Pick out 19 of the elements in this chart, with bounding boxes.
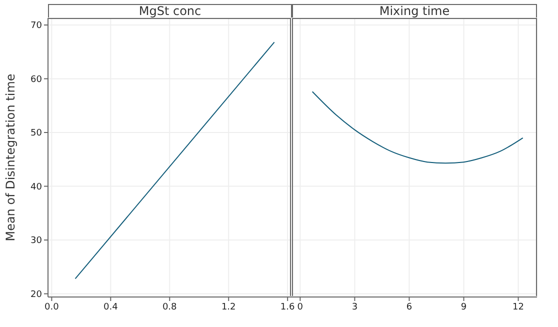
x-tick-label: 12 (512, 302, 524, 312)
y-tick-label: 70 (30, 21, 42, 32)
y-tick-label: 30 (30, 236, 42, 246)
x-tick-label: 6 (406, 302, 412, 312)
x-tick-label: 0.4 (103, 302, 118, 312)
chart-title: Mixing time (292, 4, 537, 18)
chart-title: MgSt conc (48, 4, 292, 18)
x-tick-label: 0.0 (44, 302, 60, 312)
y-tick-label: 60 (30, 74, 42, 85)
x-tick-label: 1.2 (221, 302, 236, 312)
x-tick-label: 3 (352, 302, 358, 312)
x-tick-label: 1.6 (280, 302, 295, 312)
y-tick-label: 20 (30, 290, 42, 300)
y-tick-label: 40 (30, 182, 42, 192)
y-tick-label: 50 (30, 128, 42, 139)
x-tick-label: 0 (297, 302, 304, 312)
x-tick-label: 0.8 (162, 302, 178, 312)
y-axis-title: Mean of Disintegration time (3, 74, 18, 242)
x-tick-label: 9 (460, 302, 467, 312)
